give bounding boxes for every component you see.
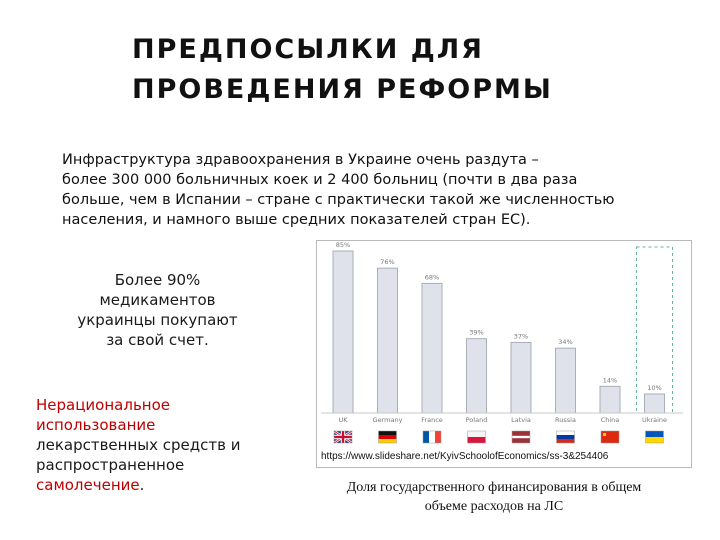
category-label-russia: Russia xyxy=(555,416,576,424)
irr-line-5: самолечение xyxy=(36,476,140,494)
latvia-flag-icon xyxy=(511,430,531,444)
russia-flag-icon xyxy=(556,430,575,444)
irr-line-4: распространенное xyxy=(36,456,185,474)
china-flag-icon xyxy=(600,430,620,444)
value-label-latvia: 37% xyxy=(514,332,528,340)
category-label-france: France xyxy=(421,416,443,424)
bar-germany xyxy=(377,267,398,414)
bar-uk xyxy=(332,250,354,414)
intro-paragraph: Инфраструктура здравоохранения в Украине… xyxy=(62,150,672,230)
stat-line-3: украинцы покупают xyxy=(77,311,238,329)
highlight-outline xyxy=(636,246,673,414)
caption-line-2: объеме расходов на ЛС xyxy=(424,499,564,514)
value-label-france: 68% xyxy=(425,273,439,281)
title-line-2: ПРОВЕДЕНИЯ РЕФОРМЫ xyxy=(132,74,553,105)
bar-france xyxy=(421,282,443,414)
category-label-china: China xyxy=(601,416,620,424)
bar-latvia xyxy=(510,341,532,414)
bar-china xyxy=(599,385,621,414)
stat-line-2: медикаментов xyxy=(99,291,216,309)
ukraine-flag-icon xyxy=(645,430,664,444)
poland-flag-icon xyxy=(467,430,486,444)
stat-line-4-wrap: за свой счет. xyxy=(30,330,285,350)
stat-line-1: Более 90% xyxy=(114,271,201,289)
source-link[interactable]: https://www.slideshare.net/KyivSchoolofE… xyxy=(321,451,609,462)
chart-frame: 85% UK 76% Germany 68% France 39% Poland 37% Latv… xyxy=(316,240,692,468)
value-label-ukraine: 10% xyxy=(647,384,661,392)
value-label-russia: 34% xyxy=(558,338,572,346)
slide-title: ПРЕДПОСЫЛКИ ДЛЯ ПРОВЕДЕНИЯ РЕФОРМЫ xyxy=(132,30,692,110)
uk-flag-icon xyxy=(333,430,353,444)
chart-caption: Доля государственного финансирования в о… xyxy=(314,478,674,516)
category-label-ukraine: Ukraine xyxy=(642,416,667,424)
bar-chart: 85% UK 76% Germany 68% France 39% Poland 37% Latv… xyxy=(321,241,683,444)
stat-line-4: за свой счет xyxy=(106,331,204,349)
intro-line-3: больше, чем в Испании – стране с практич… xyxy=(62,192,615,208)
irr-line-5-wrap: самолечение. xyxy=(36,475,291,495)
irr-line-1: Нерациональное xyxy=(36,396,170,414)
irr-line-3: лекарственных средств и xyxy=(36,436,241,454)
bar-ukraine xyxy=(644,393,665,414)
bar-poland xyxy=(466,338,487,414)
title-line-1: ПРЕДПОСЫЛКИ ДЛЯ xyxy=(132,34,484,65)
stat-line-4-end: . xyxy=(204,331,209,349)
category-label-germany: Germany xyxy=(373,416,403,424)
value-label-poland: 39% xyxy=(469,329,483,337)
value-label-germany: 76% xyxy=(380,258,394,266)
irrational-use-block: Нерациональное использование лекарственн… xyxy=(36,395,291,495)
category-label-poland: Poland xyxy=(466,416,488,424)
intro-line-4: населения, и намного выше средних показа… xyxy=(62,212,531,228)
category-label-uk: UK xyxy=(338,416,348,424)
value-label-uk: 85% xyxy=(336,241,350,249)
irr-line-2: использование xyxy=(36,416,156,434)
irr-line-5-end: . xyxy=(139,476,145,494)
caption-line-1: Доля государственного финансирования в о… xyxy=(346,480,642,495)
intro-line-2: более 300 000 больничных коек и 2 400 бо… xyxy=(62,172,578,188)
bar-russia xyxy=(555,347,576,414)
intro-line-1: Инфраструктура здравоохранения в Украине… xyxy=(62,152,539,168)
medicines-stat-block: Более 90% медикаментов украинцы покупают… xyxy=(30,270,285,350)
category-label-latvia: Latvia xyxy=(511,416,531,424)
value-label-china: 14% xyxy=(603,376,617,384)
france-flag-icon xyxy=(422,430,442,444)
germany-flag-icon xyxy=(378,430,397,444)
